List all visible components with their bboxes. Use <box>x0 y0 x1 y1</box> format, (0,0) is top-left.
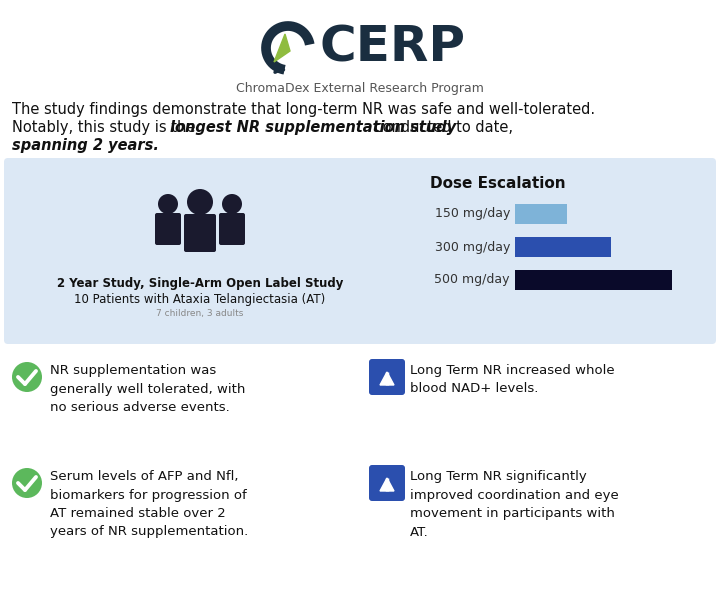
Text: Dose Escalation: Dose Escalation <box>430 176 566 191</box>
Text: The study findings demonstrate that long-term NR was safe and well-tolerated.: The study findings demonstrate that long… <box>12 102 595 117</box>
FancyBboxPatch shape <box>369 359 405 395</box>
Bar <box>515 204 567 224</box>
Text: 7 children, 3 adults: 7 children, 3 adults <box>156 309 243 318</box>
Text: 300 mg/day: 300 mg/day <box>435 240 510 253</box>
FancyBboxPatch shape <box>369 465 405 501</box>
Polygon shape <box>274 34 290 62</box>
Bar <box>515 270 672 290</box>
Polygon shape <box>380 478 394 491</box>
FancyBboxPatch shape <box>4 158 716 344</box>
Circle shape <box>12 468 42 498</box>
Text: 2 Year Study, Single-Arm Open Label Study: 2 Year Study, Single-Arm Open Label Stud… <box>57 277 343 290</box>
FancyBboxPatch shape <box>155 213 181 245</box>
Text: 500 mg/day: 500 mg/day <box>434 274 510 287</box>
Polygon shape <box>380 372 394 385</box>
FancyBboxPatch shape <box>219 213 245 245</box>
Text: CERP: CERP <box>320 24 466 72</box>
Text: Long Term NR significantly
improved coordination and eye
movement in participant: Long Term NR significantly improved coor… <box>410 470 618 539</box>
Text: Long Term NR increased whole
blood NAD+ levels.: Long Term NR increased whole blood NAD+ … <box>410 364 615 395</box>
Text: 10 Patients with Ataxia Telangiectasia (AT): 10 Patients with Ataxia Telangiectasia (… <box>74 293 325 306</box>
Text: NR supplementation was
generally well tolerated, with
no serious adverse events.: NR supplementation was generally well to… <box>50 364 246 414</box>
Circle shape <box>222 194 242 214</box>
Text: conducted to date,: conducted to date, <box>370 120 513 135</box>
Circle shape <box>12 362 42 392</box>
Bar <box>515 237 611 257</box>
FancyBboxPatch shape <box>184 214 216 252</box>
Text: spanning 2 years.: spanning 2 years. <box>12 138 159 153</box>
Circle shape <box>187 189 213 215</box>
Text: ChromaDex External Research Program: ChromaDex External Research Program <box>236 82 484 95</box>
Text: Notably, this study is the: Notably, this study is the <box>12 120 200 135</box>
Text: Serum levels of AFP and Nfl,
biomarkers for progression of
AT remained stable ov: Serum levels of AFP and Nfl, biomarkers … <box>50 470 248 539</box>
Text: 150 mg/day: 150 mg/day <box>435 207 510 221</box>
Circle shape <box>158 194 178 214</box>
Text: longest NR supplementation study: longest NR supplementation study <box>170 120 456 135</box>
